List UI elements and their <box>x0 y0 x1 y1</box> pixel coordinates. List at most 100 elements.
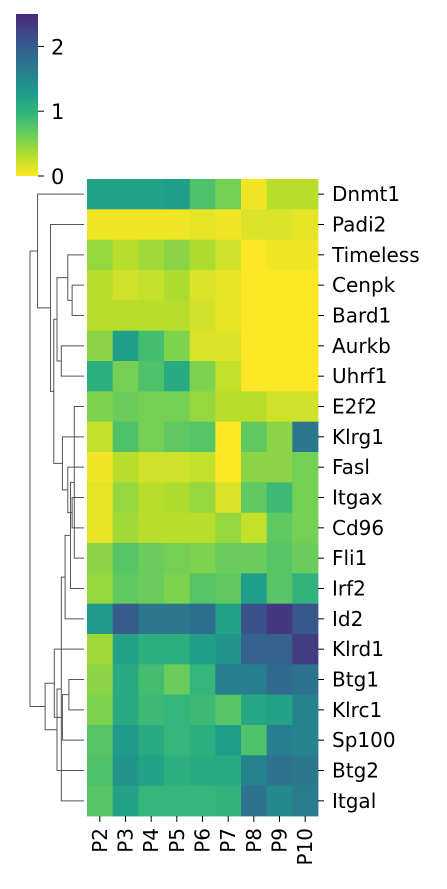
heatmap-cell <box>164 239 191 271</box>
heatmap-cell <box>164 543 191 574</box>
heatmap-cell <box>87 330 114 362</box>
column-label: P8 <box>242 828 266 853</box>
heatmap-cell <box>138 452 165 483</box>
heatmap-cell <box>112 209 139 241</box>
heatmap-cell <box>266 482 293 514</box>
heatmap-cell <box>215 361 242 392</box>
heatmap-cell <box>292 482 319 514</box>
heatmap-cell <box>292 239 319 271</box>
heatmap-cell <box>241 634 268 665</box>
heatmap-cell <box>87 452 114 483</box>
heatmap-cell <box>292 725 319 756</box>
heatmap-cell <box>164 603 191 635</box>
heatmap-cell <box>189 270 216 301</box>
heatmap-cell <box>87 755 114 787</box>
heatmap-cell <box>241 512 268 544</box>
heatmap-cell <box>87 239 114 271</box>
heatmap-cell <box>138 755 165 787</box>
heatmap-cell <box>87 512 114 544</box>
heatmap-cell <box>266 391 293 423</box>
heatmap-cell <box>164 330 191 362</box>
heatmap-cell <box>189 694 216 726</box>
heatmap-cell <box>292 664 319 696</box>
heatmap-cell <box>292 603 319 635</box>
heatmap-cell <box>112 270 139 301</box>
heatmap-cell <box>292 330 319 362</box>
heatmap-cell <box>241 209 268 241</box>
heatmap-cell <box>292 452 319 483</box>
heatmap-cell <box>189 785 216 817</box>
heatmap-cell <box>292 755 319 787</box>
heatmap-cell <box>241 391 268 423</box>
dendrogram-link <box>60 345 84 377</box>
heatmap-cell <box>138 239 165 271</box>
heatmap-cell <box>164 482 191 514</box>
heatmap-cell <box>241 725 268 756</box>
row-label: Sp100 <box>332 728 396 752</box>
heatmap-cell <box>215 452 242 483</box>
column-label: P5 <box>165 828 189 853</box>
heatmap-cell <box>189 573 216 605</box>
heatmap-cell <box>266 361 293 392</box>
dendrogram-link <box>61 694 84 741</box>
heatmap-cell <box>189 543 216 574</box>
heatmap-cell <box>266 664 293 696</box>
heatmap-cell <box>215 725 242 756</box>
dendrogram-link <box>73 406 84 559</box>
heatmap-cell <box>241 664 268 696</box>
heatmap-cell <box>112 573 139 605</box>
heatmap-cell <box>266 179 293 210</box>
row-label: Cd96 <box>332 516 384 540</box>
heatmap-cell <box>138 209 165 241</box>
heatmap-cell <box>164 209 191 241</box>
heatmap-cell <box>164 270 191 301</box>
heatmap-cell <box>266 512 293 544</box>
row-label: Dnmt1 <box>332 182 400 206</box>
heatmap-cell <box>189 391 216 423</box>
heatmap-cell <box>112 421 139 453</box>
heatmap-cell <box>215 664 242 696</box>
row-label: Timeless <box>331 243 420 267</box>
row-label: Btg1 <box>332 668 379 692</box>
dendrogram-link <box>37 193 84 309</box>
heatmap-cell <box>266 452 293 483</box>
heatmap-cell <box>266 239 293 271</box>
heatmap-cell <box>112 361 139 392</box>
heatmap-cell <box>138 421 165 453</box>
heatmap-cell <box>87 209 114 241</box>
heatmap-cell <box>241 452 268 483</box>
heatmap-cell <box>138 179 165 210</box>
heatmap-cell <box>266 421 293 453</box>
heatmap-cell <box>164 300 191 332</box>
heatmap-cell <box>164 512 191 544</box>
heatmap-cell <box>87 179 114 210</box>
heatmap-cell <box>87 421 114 453</box>
colorbar: 0 1 2 <box>16 14 64 189</box>
heatmap-cell <box>292 209 319 241</box>
heatmap-cell <box>138 361 165 392</box>
heatmap-cell <box>241 239 268 271</box>
heatmap-cell <box>241 270 268 301</box>
heatmap-cell <box>112 664 139 696</box>
column-label: P3 <box>114 828 138 853</box>
heatmap-cell <box>266 755 293 787</box>
dendrogram-link <box>56 277 68 362</box>
heatmap-cell <box>138 694 165 726</box>
heatmap-cell <box>215 573 242 605</box>
heatmap-cell <box>215 270 242 301</box>
heatmap-cell <box>215 755 242 787</box>
heatmap-cell <box>292 634 319 665</box>
heatmap-cell <box>164 452 191 483</box>
heatmap-cell <box>112 755 139 787</box>
heatmap-cell <box>189 725 216 756</box>
heatmap-cell <box>87 785 114 817</box>
heatmap-cell <box>215 512 242 544</box>
colorbar-tick-label: 0 <box>51 165 64 189</box>
heatmap-cell <box>266 573 293 605</box>
row-label: Btg2 <box>332 759 379 783</box>
heatmap-cell <box>112 179 139 210</box>
heatmap-cell <box>112 694 139 726</box>
heatmap-cell <box>87 543 114 574</box>
row-labels: Dnmt1 Padi2 Timeless Cenpk Bard1 Aurkb Uhrf1 E2… <box>318 182 420 813</box>
